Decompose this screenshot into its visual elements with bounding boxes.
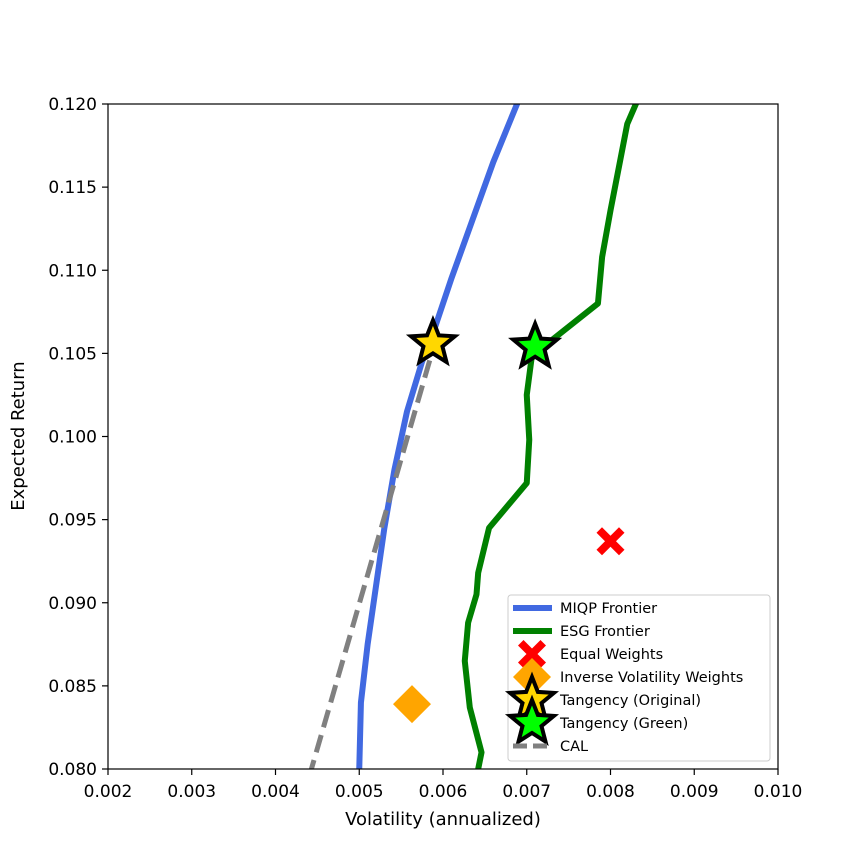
x-tick-label: 0.005: [335, 782, 384, 802]
legend-box: [507, 594, 771, 762]
legend-label-cal: CAL: [560, 739, 588, 755]
y-tick-label: 0.095: [48, 511, 97, 531]
legend-label-equal-weights: Equal Weights: [560, 647, 663, 663]
x-tick-label: 0.007: [502, 782, 551, 802]
y-tick-label: 0.080: [48, 760, 97, 780]
legend-label-inverse-volatility-weights: Inverse Volatility Weights: [560, 670, 743, 686]
y-tick-label: 0.090: [48, 594, 97, 614]
legend-handle-equal-weights: [518, 640, 546, 668]
y-tick-label: 0.105: [48, 344, 97, 364]
x-tick-label: 0.010: [754, 782, 803, 802]
marker-inverse-volatility-weights: [393, 685, 432, 724]
x-tick-label: 0.003: [167, 782, 216, 802]
y-tick-label: 0.115: [48, 178, 97, 198]
legend-label-esg-frontier: ESG Frontier: [560, 624, 650, 640]
marker-equal-weights: [596, 527, 625, 556]
y-tick-label: 0.100: [48, 428, 97, 448]
x-tick-label: 0.004: [251, 782, 300, 802]
x-tick-label: 0.008: [586, 782, 635, 802]
x-axis-label: Volatility (annualized): [345, 809, 541, 830]
series-layer: [308, 104, 640, 769]
x-tick-label: 0.006: [419, 782, 468, 802]
series-esg-frontier-line: [461, 104, 640, 769]
y-tick-label: 0.120: [48, 95, 97, 115]
legend-label-miqp-frontier: MIQP Frontier: [560, 601, 657, 617]
x-axis: 0.002 0.003 0.004 0.005 0.006 0.007 0.008 0.009…: [84, 769, 803, 802]
y-axis: 0.080 0.085 0.090 0.095 0.100 0.105 0.110 0.115…: [48, 95, 108, 780]
legend-handle-tangency-green: [504, 694, 560, 747]
y-tick-label: 0.085: [48, 677, 97, 697]
series-cal-line: [308, 342, 438, 769]
marker-tangency-green: [508, 318, 563, 370]
marker-layer: [393, 314, 625, 724]
marker-tangency-original: [405, 314, 461, 367]
series-miqp-frontier-line: [356, 104, 521, 769]
legend-label-tangency-green: Tangency (Green): [559, 716, 688, 732]
y-axis-label: Expected Return: [8, 361, 29, 510]
x-tick-label: 0.002: [84, 782, 133, 802]
legend: MIQP Frontier ESG Frontier Equal Weights In…: [504, 594, 771, 762]
x-tick-label: 0.009: [670, 782, 719, 802]
legend-label-tangency-original: Tangency (Original): [559, 693, 701, 709]
y-tick-label: 0.110: [48, 261, 97, 281]
